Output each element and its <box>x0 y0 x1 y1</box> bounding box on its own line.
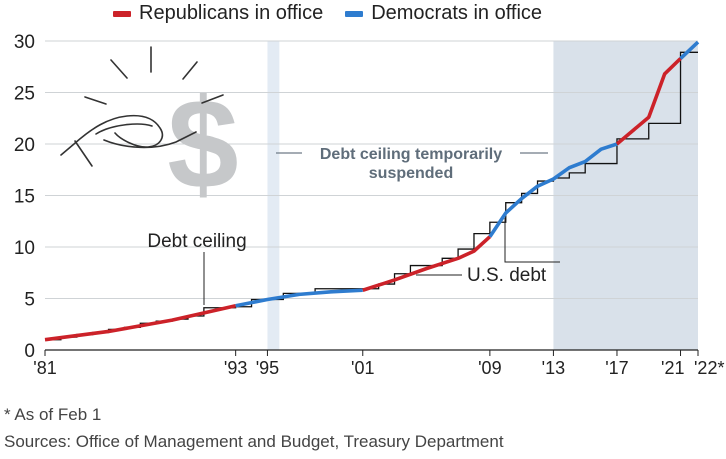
debt-ceiling-label: Debt ceiling <box>147 231 246 252</box>
y-tick-label: 0 <box>24 341 35 362</box>
us-debt-series-1 <box>235 288 363 308</box>
suspended-annotation: Debt ceiling temporarily suspended <box>276 146 548 182</box>
us-debt-series-5 <box>679 40 700 60</box>
svg-text:$: $ <box>167 73 238 216</box>
chart-marks <box>44 40 700 342</box>
legend-label-democrats: Democrats in office <box>371 2 543 24</box>
x-tick-label: '09 <box>478 358 501 378</box>
suspended-label-line2: suspended <box>369 165 453 182</box>
y-tick-label: 10 <box>14 238 35 259</box>
y-tick-label: 30 <box>14 32 35 53</box>
suspended-label-line1: Debt ceiling temporarily <box>320 146 502 163</box>
y-tick-label: 20 <box>14 135 35 156</box>
us-debt-series-2 <box>362 235 492 292</box>
debt-ceiling-annotation: Debt ceiling <box>147 231 247 305</box>
x-tick-label: '21 <box>661 358 684 378</box>
y-tick-label: 25 <box>14 84 35 105</box>
x-tick-label: '01 <box>351 358 374 378</box>
us-debt-series-0 <box>44 303 237 342</box>
axes: 0 5 10 15 20 25 30 '81 '93 '95 '01 '09 '13 '17 '21 '22* <box>14 32 725 378</box>
legend-label-republicans: Republicans in office <box>139 2 324 24</box>
us-debt-series-3 <box>488 142 618 238</box>
legend-item-democrats: Democrats in office <box>345 2 542 25</box>
x-tick-label: '81 <box>33 358 56 378</box>
x-tick-label: '95 <box>256 358 279 378</box>
footnote-asterisk: * As of Feb 1 <box>4 405 102 424</box>
us-debt-leader-2 <box>504 218 560 263</box>
y-tick-label: 5 <box>24 290 35 311</box>
legend-swatch-democrats <box>345 10 364 17</box>
x-tick-label: '17 <box>605 358 628 378</box>
footnote-sources: Sources: Office of Management and Budget… <box>4 432 504 451</box>
legend-swatch-republicans <box>113 10 131 17</box>
grid-lines <box>45 40 698 299</box>
x-tick-label: '22* <box>694 358 724 378</box>
us-debt-series-4 <box>615 57 682 146</box>
x-tick-label: '93 <box>224 358 247 378</box>
y-tick-label: 15 <box>14 187 35 208</box>
us-debt-annotation: U.S. debt <box>416 218 560 286</box>
chart-legend: Republicans in office Democrats in offic… <box>113 2 542 25</box>
x-tick-label: '13 <box>542 358 565 378</box>
us-debt-label: U.S. debt <box>467 265 547 286</box>
legend-item-republicans: Republicans in office <box>113 2 323 25</box>
hand-with-dollar-icon: $ <box>60 46 239 216</box>
